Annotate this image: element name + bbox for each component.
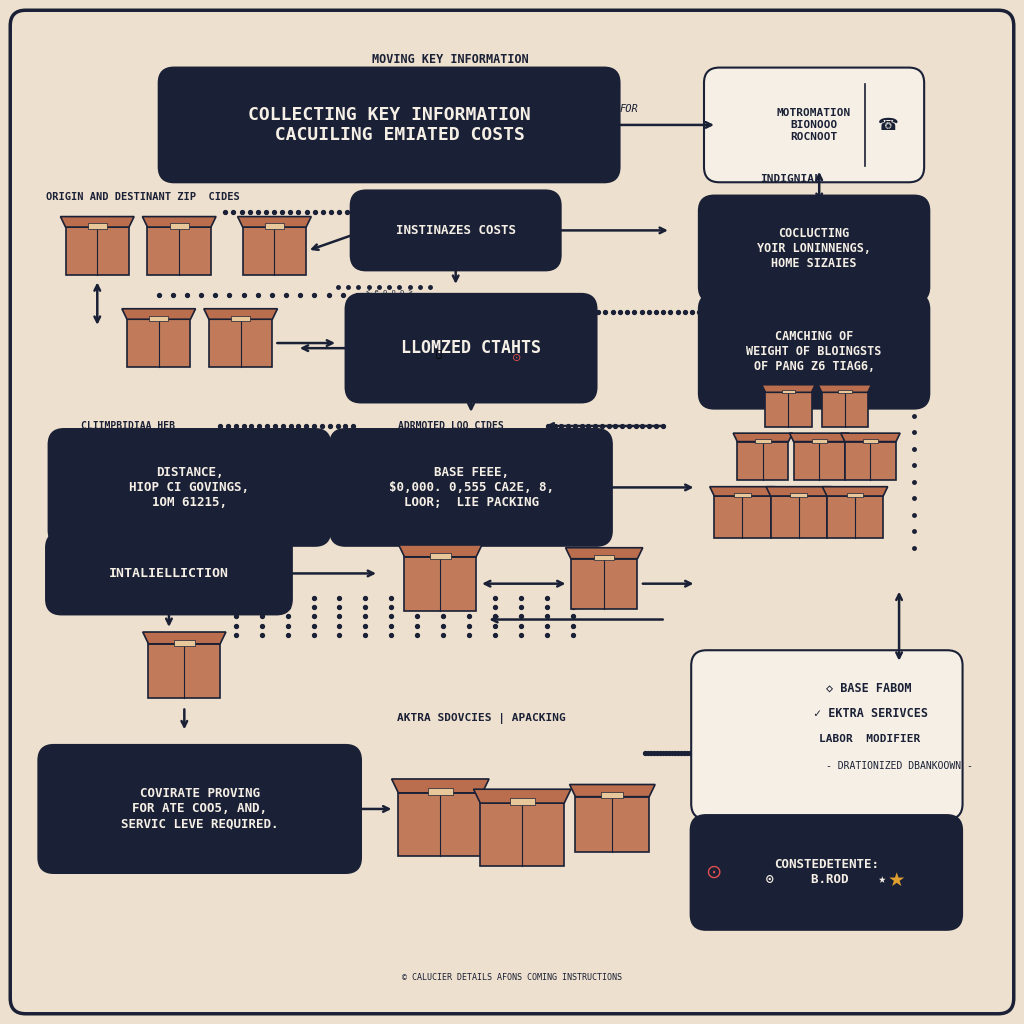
Text: CAMCHING OF
WEIGHT OF BLOINGSTS
OF PANG Z6 TIAG6,: CAMCHING OF WEIGHT OF BLOINGSTS OF PANG … — [746, 330, 882, 373]
FancyBboxPatch shape — [404, 557, 476, 610]
Bar — [812, 438, 827, 442]
Polygon shape — [60, 217, 134, 227]
FancyBboxPatch shape — [350, 190, 561, 270]
Text: MOTROMATION
BIONOOO
ROCNOOT: MOTROMATION BIONOOO ROCNOOT — [777, 109, 851, 141]
Text: CONSTEDETENTE:
⊙     B.ROD    ★: CONSTEDETENTE: ⊙ B.ROD ★ — [766, 858, 887, 887]
Bar — [791, 493, 807, 498]
Bar — [756, 438, 771, 442]
FancyBboxPatch shape — [575, 797, 649, 852]
FancyBboxPatch shape — [698, 196, 930, 302]
Bar — [781, 390, 796, 393]
FancyBboxPatch shape — [10, 10, 1014, 1014]
FancyBboxPatch shape — [766, 392, 812, 427]
Polygon shape — [122, 309, 196, 319]
Bar — [734, 493, 751, 498]
Text: ✓ EKTRA SERIVCES: ✓ EKTRA SERIVCES — [814, 708, 928, 720]
Text: BASE FEEE,
$0,000. 0,555 CA2E, 8,
LOOR;  LIE PACKING: BASE FEEE, $0,000. 0,555 CA2E, 8, LOOR; … — [388, 466, 554, 509]
Text: < e o o o >: < e o o o > — [366, 289, 413, 295]
Polygon shape — [473, 790, 571, 803]
Text: CLIIMPBIDIAA HEB: CLIIMPBIDIAA HEB — [81, 421, 175, 431]
FancyBboxPatch shape — [209, 319, 272, 367]
Text: LLOMZED CTAHTS: LLOMZED CTAHTS — [401, 339, 541, 357]
FancyBboxPatch shape — [127, 319, 190, 367]
Bar — [510, 799, 535, 805]
Text: LABOR  MODIFIER: LABOR MODIFIER — [819, 734, 921, 744]
Text: ADRMOTED LOO CIDES: ADRMOTED LOO CIDES — [397, 421, 504, 431]
Text: © CALUCIER DETAILS AFONS COMING INSTRUCTIONS: © CALUCIER DETAILS AFONS COMING INSTRUCT… — [402, 974, 622, 982]
Text: INSTINAZES COSTS: INSTINAZES COSTS — [395, 224, 516, 237]
FancyBboxPatch shape — [346, 294, 596, 402]
FancyBboxPatch shape — [46, 532, 292, 614]
Bar — [231, 315, 250, 321]
Bar — [173, 640, 195, 645]
Bar — [150, 315, 168, 321]
FancyBboxPatch shape — [827, 496, 884, 539]
Text: - DRATIONIZED DBANKOOWN -: - DRATIONIZED DBANKOOWN - — [826, 761, 973, 771]
Text: ORIGIN AND DESTINANT ZIP  CIDES: ORIGIN AND DESTINANT ZIP CIDES — [46, 191, 241, 202]
Bar — [594, 555, 614, 560]
Bar — [88, 223, 106, 228]
Polygon shape — [841, 433, 900, 441]
Text: FOR: FOR — [620, 103, 638, 114]
Polygon shape — [569, 784, 655, 797]
Bar — [265, 223, 284, 228]
Polygon shape — [142, 632, 226, 644]
FancyBboxPatch shape — [159, 68, 620, 182]
Polygon shape — [790, 433, 849, 441]
Text: INDIGNIAL: INDIGNIAL — [760, 174, 820, 184]
Polygon shape — [710, 486, 775, 496]
FancyBboxPatch shape — [147, 227, 211, 274]
Text: ⊙: ⊙ — [512, 353, 522, 364]
Text: 🖥: 🖥 — [435, 348, 441, 358]
FancyBboxPatch shape — [705, 68, 924, 182]
FancyBboxPatch shape — [715, 496, 771, 539]
FancyBboxPatch shape — [845, 441, 896, 480]
Polygon shape — [391, 779, 489, 793]
FancyBboxPatch shape — [737, 441, 788, 480]
FancyBboxPatch shape — [771, 496, 827, 539]
FancyBboxPatch shape — [66, 227, 129, 274]
FancyBboxPatch shape — [480, 803, 564, 866]
Polygon shape — [818, 385, 871, 392]
Text: ◇ BASE FABOM: ◇ BASE FABOM — [826, 682, 911, 694]
FancyBboxPatch shape — [691, 650, 963, 819]
Text: INTALIELLICTION: INTALIELLICTION — [109, 567, 229, 580]
Polygon shape — [822, 486, 888, 496]
Bar — [847, 493, 863, 498]
Text: COVIRATE PROVING
FOR ATE COO5, AND,
SERVIC LEVE REQUIRED.: COVIRATE PROVING FOR ATE COO5, AND, SERV… — [121, 787, 279, 830]
FancyBboxPatch shape — [243, 227, 306, 274]
Text: COCLUCTING
YOIR LONINNENGS,
HOME SIZAIES: COCLUCTING YOIR LONINNENGS, HOME SIZAIES — [757, 227, 871, 270]
Polygon shape — [762, 385, 815, 392]
Bar — [863, 438, 879, 442]
Text: ☎: ☎ — [878, 116, 898, 134]
Polygon shape — [238, 217, 311, 227]
FancyBboxPatch shape — [794, 441, 845, 480]
Polygon shape — [398, 545, 482, 557]
FancyBboxPatch shape — [330, 429, 612, 546]
FancyBboxPatch shape — [690, 815, 963, 930]
Bar — [838, 390, 852, 393]
Text: ⊙: ⊙ — [706, 863, 722, 882]
Text: MOVING KEY INFORMATION: MOVING KEY INFORMATION — [372, 53, 529, 66]
Text: COLLECTING KEY INFORMATION
  CACUILING EMIATED COSTS: COLLECTING KEY INFORMATION CACUILING EMI… — [248, 105, 530, 144]
FancyBboxPatch shape — [39, 745, 360, 872]
Polygon shape — [565, 548, 643, 559]
Text: ★: ★ — [887, 871, 905, 890]
Text: AKTRA SDOVCIES | APACKING: AKTRA SDOVCIES | APACKING — [397, 714, 565, 724]
Bar — [428, 788, 453, 795]
Polygon shape — [766, 486, 831, 496]
FancyBboxPatch shape — [398, 793, 482, 856]
Polygon shape — [204, 309, 278, 319]
Text: DISTANCE,
HIOP CI GOVINGS,
1OM 61215,: DISTANCE, HIOP CI GOVINGS, 1OM 61215, — [129, 466, 250, 509]
FancyBboxPatch shape — [49, 429, 330, 546]
FancyBboxPatch shape — [148, 644, 220, 697]
Polygon shape — [142, 217, 216, 227]
Bar — [170, 223, 188, 228]
Bar — [601, 793, 624, 799]
FancyBboxPatch shape — [698, 294, 930, 409]
Polygon shape — [733, 433, 793, 441]
FancyBboxPatch shape — [822, 392, 868, 427]
FancyBboxPatch shape — [571, 559, 637, 608]
Bar — [430, 553, 451, 558]
